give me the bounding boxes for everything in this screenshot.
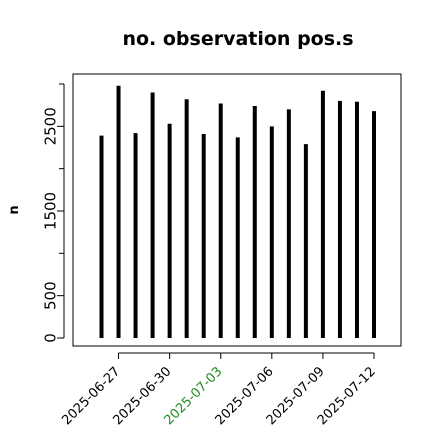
plot-frame <box>72 73 402 347</box>
y-tick-label-2500: 2500 <box>42 107 60 145</box>
chart-title: no. observation pos.s <box>122 28 353 50</box>
x-axis: 2025-06-272025-06-302025-07-032025-07-06… <box>59 352 379 428</box>
y-axis-label: n <box>7 205 22 214</box>
y-tick-label-0: 0 <box>42 333 60 343</box>
y-axis: 0 500 1500 2500 <box>42 83 65 343</box>
y-tick-label-1500: 1500 <box>42 192 60 230</box>
bars-layer <box>99 85 376 338</box>
y-tick-label-500: 500 <box>42 281 60 310</box>
